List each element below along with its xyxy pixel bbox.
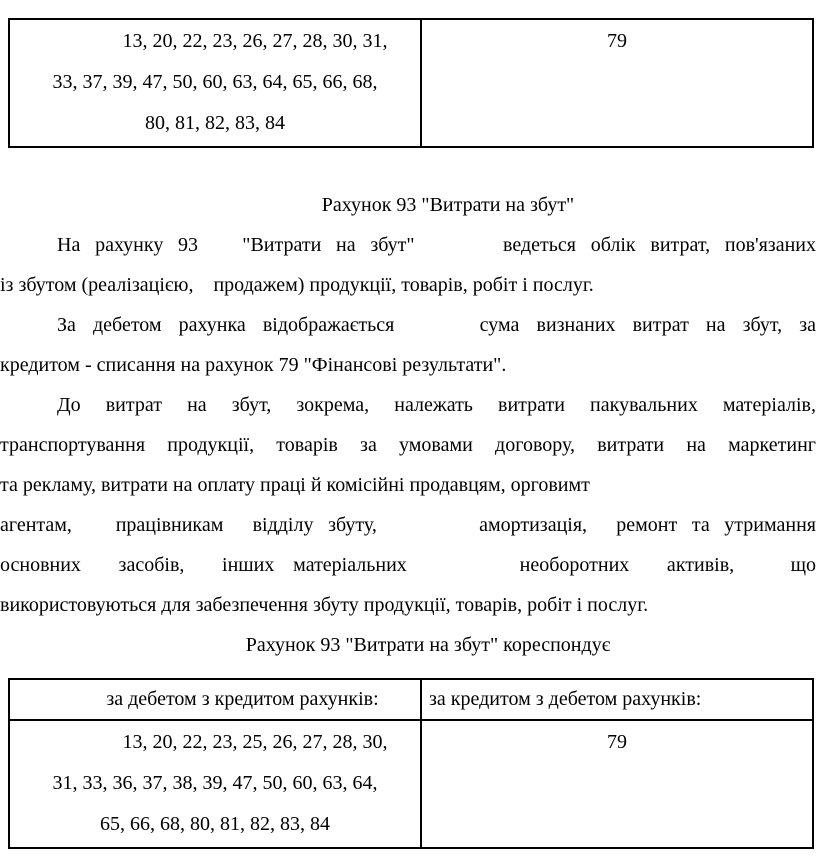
paragraph-line: До витрат на збут, зокрема, належать вит… [57, 394, 816, 416]
bottom-correspondence-table: за дебетом з кредитом рахунків: за креди… [8, 678, 814, 849]
credit-header-cell: за кредитом з дебетом рахунків: [420, 678, 814, 721]
debit-header-cell: за дебетом з кредитом рахунків: [8, 678, 422, 721]
paragraph-line: На рахунку 93 "Витрати на збут" ведеться… [57, 234, 816, 256]
table-row: 13, 20, 22, 23, 26, 27, 28, 30, 31, 33, … [8, 18, 814, 148]
debit-accounts-line: 33, 37, 39, 47, 50, 60, 63, 64, 65, 66, … [52, 71, 378, 93]
credit-account-value: 79 [607, 30, 627, 52]
body-text: Рахунок 93 "Витрати на збут" На рахунку … [0, 185, 816, 665]
paragraph-line: транспортування продукції, товарів за ум… [0, 434, 816, 456]
paragraph-line: кредитом - списання на рахунок 79 "Фінан… [0, 354, 507, 376]
debit-accounts-cell: 13, 20, 22, 23, 25, 26, 27, 28, 30, 31, … [8, 719, 422, 849]
debit-header-label: за дебетом з кредитом рахунків: [106, 688, 379, 710]
credit-accounts-cell: 79 [420, 18, 814, 148]
account-93-title: Рахунок 93 "Витрати на збут" [321, 194, 575, 216]
paragraph-line: основних засобів, інших матеріальних нео… [0, 554, 816, 576]
debit-accounts-line: 31, 33, 36, 37, 38, 39, 47, 50, 60, 63, … [52, 772, 378, 794]
debit-accounts-line: 80, 81, 82, 83, 84 [145, 112, 285, 134]
debit-accounts-line: 65, 66, 68, 80, 81, 82, 83, 84 [100, 813, 330, 835]
table-header-row: за дебетом з кредитом рахунків: за креди… [8, 678, 814, 721]
paragraph-line: із збутом (реалізацією, продажем) продук… [0, 274, 594, 296]
table-row: 13, 20, 22, 23, 25, 26, 27, 28, 30, 31, … [8, 719, 814, 849]
debit-accounts-line: 13, 20, 22, 23, 25, 26, 27, 28, 30, [122, 731, 388, 753]
credit-header-label: за кредитом з дебетом рахунків: [429, 688, 702, 710]
debit-accounts-line: 13, 20, 22, 23, 26, 27, 28, 30, 31, [122, 30, 388, 52]
paragraph-line: та рекламу, витрати на оплату праці й ко… [0, 474, 590, 496]
paragraph-line: використовуються для забезпечення збуту … [0, 594, 649, 616]
paragraph-line: За дебетом рахунка відображається сума в… [57, 314, 816, 336]
credit-account-value: 79 [607, 731, 627, 753]
credit-accounts-cell: 79 [420, 719, 814, 849]
corresponds-heading: Рахунок 93 "Витрати на збут" кореспондує [245, 634, 611, 656]
debit-accounts-cell: 13, 20, 22, 23, 26, 27, 28, 30, 31, 33, … [8, 18, 422, 148]
paragraph-line: агентам, працівникам відділу збуту, амор… [0, 514, 816, 536]
top-correspondence-table: 13, 20, 22, 23, 26, 27, 28, 30, 31, 33, … [8, 18, 814, 148]
